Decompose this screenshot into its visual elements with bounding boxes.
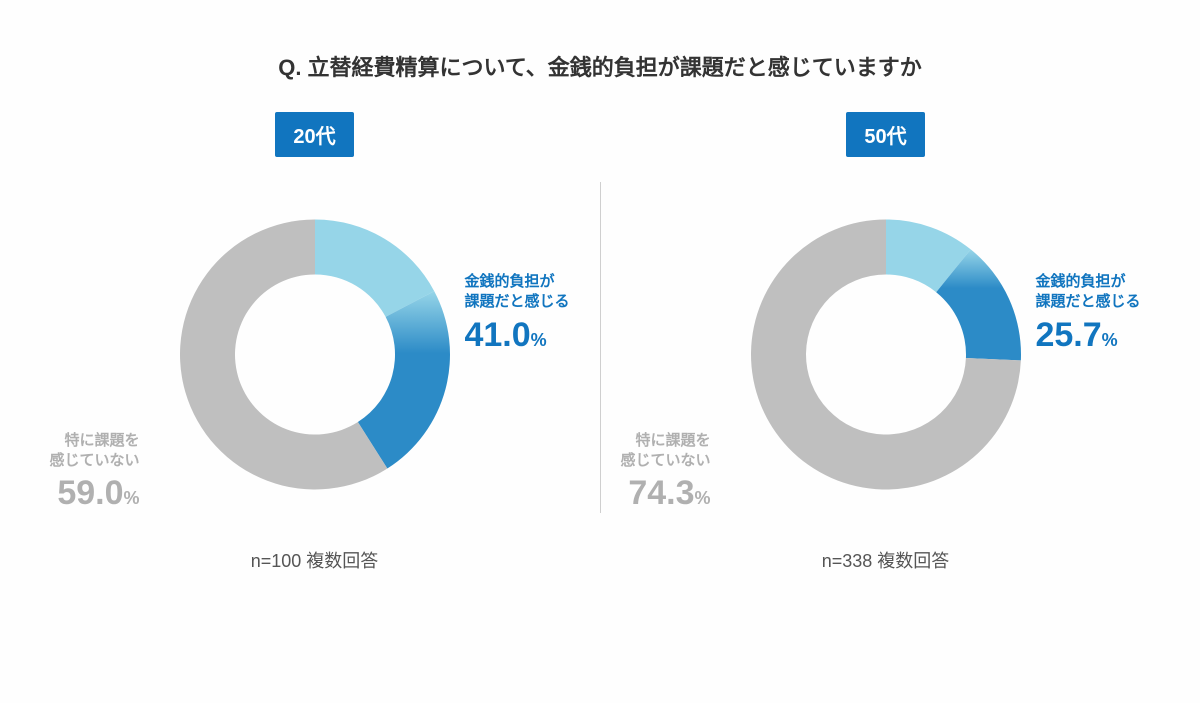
ann-yes-0-line1: 金銭的負担が xyxy=(464,272,569,292)
donut-0 xyxy=(178,218,452,497)
page: Q. 立替経費精算について、金銭的負担が課題だと感じていますか 20代 金銭的負… xyxy=(0,0,1200,703)
ann-yes-0-pct: 41.0% xyxy=(464,313,569,359)
pct-unit: % xyxy=(1102,330,1118,350)
ann-yes-1-pct-num: 25.7 xyxy=(1035,316,1101,354)
ann-yes-0: 金銭的負担が 課題だと感じる 41.0% xyxy=(464,272,569,358)
pct-unit: % xyxy=(695,488,711,508)
ann-yes-1-line2: 課題だと感じる xyxy=(1035,292,1140,312)
ann-no-0-line1: 特に課題を xyxy=(50,431,140,451)
badge-0: 20代 xyxy=(275,112,353,157)
ann-no-0: 特に課題を 感じていない 59.0% xyxy=(50,431,140,517)
panels: 20代 金銭的負担が 課題だと感じる 41.0% 特に課題を 感じていない 59… xyxy=(30,112,1170,573)
slice-yes-dark xyxy=(357,291,449,468)
footnote-0: n=100 複数回答 xyxy=(251,547,379,573)
ann-no-1-pct: 74.3% xyxy=(621,471,711,517)
donut-wrap-1: 金銭的負担が 課題だと感じる 25.7% 特に課題を 感じていない 74.3% xyxy=(601,177,1171,537)
ann-no-1-pct-num: 74.3 xyxy=(628,474,694,512)
ann-no-1-line1: 特に課題を xyxy=(621,431,711,451)
panel-1: 50代 金銭的負担が 課題だと感じる 25.7% 特に課題を 感じていない 74… xyxy=(601,112,1171,573)
ann-no-1: 特に課題を 感じていない 74.3% xyxy=(621,431,711,517)
ann-no-0-line2: 感じていない xyxy=(50,451,140,471)
footnote-1: n=338 複数回答 xyxy=(822,547,950,573)
ann-yes-1-line1: 金銭的負担が xyxy=(1035,272,1140,292)
donut-1 xyxy=(749,218,1023,497)
ann-yes-1-pct: 25.7% xyxy=(1035,313,1140,359)
ann-yes-0-line2: 課題だと感じる xyxy=(464,292,569,312)
pct-unit: % xyxy=(124,488,140,508)
page-title: Q. 立替経費精算について、金銭的負担が課題だと感じていますか xyxy=(30,50,1170,82)
donut-wrap-0: 金銭的負担が 課題だと感じる 41.0% 特に課題を 感じていない 59.0% xyxy=(30,177,600,537)
panel-0: 20代 金銭的負担が 課題だと感じる 41.0% 特に課題を 感じていない 59… xyxy=(30,112,600,573)
ann-no-0-pct-num: 59.0 xyxy=(57,474,123,512)
badge-1: 50代 xyxy=(846,112,924,157)
ann-no-0-pct: 59.0% xyxy=(50,471,140,517)
ann-yes-1: 金銭的負担が 課題だと感じる 25.7% xyxy=(1035,272,1140,358)
ann-yes-0-pct-num: 41.0 xyxy=(464,316,530,354)
pct-unit: % xyxy=(531,330,547,350)
ann-no-1-line2: 感じていない xyxy=(621,451,711,471)
